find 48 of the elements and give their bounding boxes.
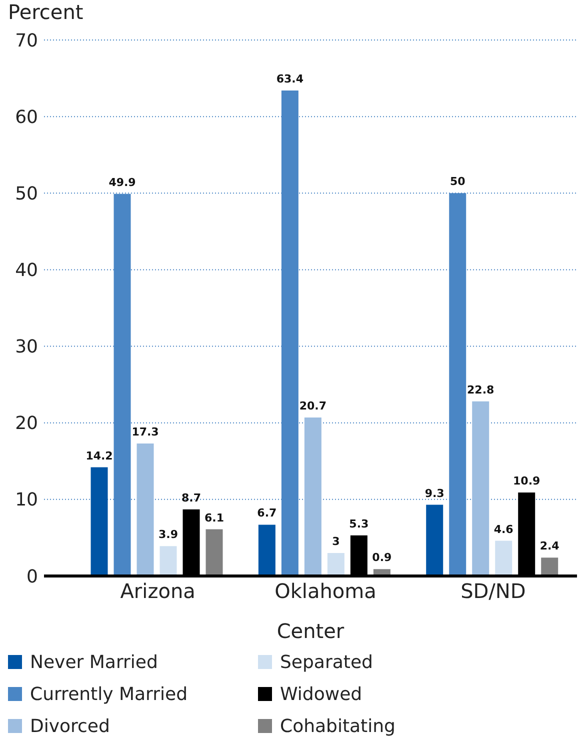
bar (206, 529, 223, 576)
legend-label: Separated (280, 652, 373, 672)
data-label: 63.4 (276, 72, 304, 86)
legend-label: Currently Married (30, 684, 188, 704)
bar (258, 524, 276, 576)
data-label: 6.7 (257, 506, 277, 520)
bar (541, 558, 558, 576)
y-tick-label: 50 (15, 183, 38, 204)
bar (90, 467, 108, 576)
data-label: 22.8 (467, 383, 494, 396)
data-label: 4.6 (494, 522, 514, 536)
legend-label: Cohabitating (280, 716, 396, 736)
legend-label: Divorced (30, 716, 110, 736)
data-label: 50 (450, 175, 466, 188)
data-label: 3.9 (158, 528, 178, 542)
data-label: 49.9 (108, 176, 136, 189)
data-label: 20.7 (299, 399, 327, 412)
data-label: 10.9 (513, 474, 540, 488)
bar (304, 417, 322, 576)
data-label: 5.3 (349, 517, 369, 530)
data-label: 14.2 (86, 449, 113, 462)
bar (136, 444, 154, 576)
y-tick-label: 30 (15, 336, 38, 358)
x-tick-label: Oklahoma (274, 579, 376, 604)
data-label: 2.4 (540, 540, 560, 553)
y-tick-label: 20 (15, 413, 38, 434)
y-tick-label: 40 (15, 260, 38, 282)
bar (495, 540, 512, 576)
y-tick-label: 60 (15, 106, 38, 128)
legend-label: Widowed (280, 684, 362, 704)
y-tick-label: 10 (15, 490, 38, 511)
legend-label: Never Married (30, 652, 158, 672)
data-label: 3 (332, 535, 340, 548)
y-tick-label: 70 (15, 30, 38, 52)
x-tick-label: SD/ND (460, 579, 526, 604)
bar (472, 401, 490, 576)
y-axis-title: Percent (8, 0, 84, 26)
bar (327, 553, 344, 576)
data-label: 9.3 (424, 486, 444, 500)
bar (426, 504, 444, 576)
data-label: 0.9 (372, 551, 392, 564)
y-tick-label: 0 (26, 566, 38, 588)
x-axis-title: Center (276, 619, 345, 643)
data-label: 6.1 (204, 511, 224, 524)
bar (160, 546, 177, 576)
data-label: 17.3 (132, 426, 159, 439)
x-tick-label: Arizona (120, 579, 196, 604)
data-label: 8.7 (182, 491, 202, 504)
